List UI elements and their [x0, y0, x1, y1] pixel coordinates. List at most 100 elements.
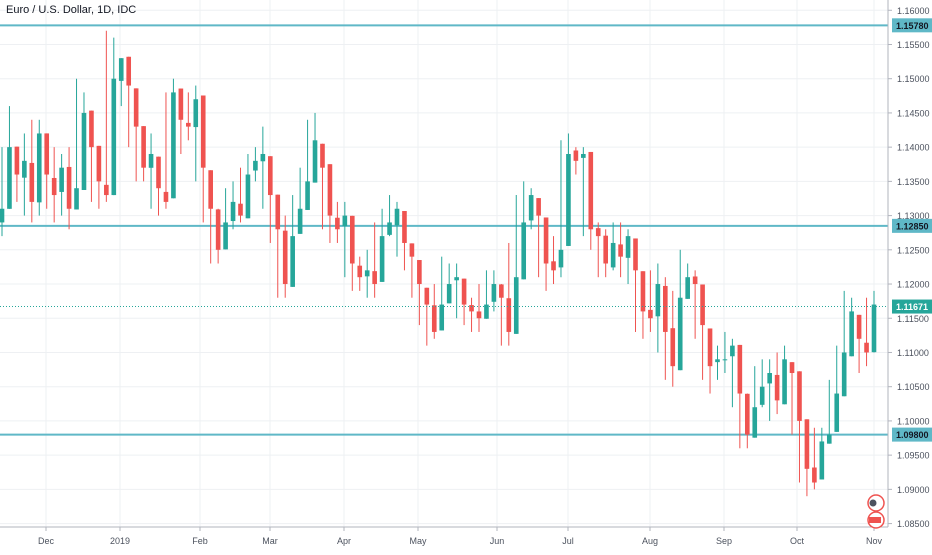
price-axis[interactable]: 1.16000 1.15500 1.15000 1.14500 1.14000 1.135… — [887, 0, 932, 529]
candle-body — [588, 151, 594, 230]
x-tick-label: Dec — [38, 536, 55, 546]
candle-body — [648, 309, 653, 319]
grid — [0, 0, 888, 527]
candle-body — [312, 140, 318, 183]
candle-body — [513, 277, 519, 334]
candle-body — [566, 153, 571, 246]
x-tick-label: Oct — [790, 536, 805, 546]
candle-body — [357, 265, 363, 278]
candle-body — [305, 181, 310, 210]
candle-body — [737, 344, 743, 394]
x-tick-label: Apr — [337, 536, 351, 546]
candle-body — [44, 133, 50, 175]
event-dot-icon — [869, 499, 877, 507]
x-tick-label: May — [409, 536, 427, 546]
y-tick-label: 1.11500 — [897, 314, 929, 324]
candle-body — [707, 328, 713, 367]
candle-body — [215, 209, 221, 250]
candle-body — [89, 110, 94, 148]
level-label: 1.09800 — [896, 430, 929, 440]
x-tick-label: Jul — [562, 536, 574, 546]
y-tick-label: 1.13000 — [897, 211, 930, 221]
candle-body — [752, 407, 758, 438]
candle-body — [446, 284, 452, 304]
candle-body — [29, 162, 35, 202]
candle-body — [789, 362, 795, 374]
candle-body — [625, 236, 631, 258]
candle-body — [543, 217, 549, 264]
candle-body — [633, 238, 638, 271]
level-label: 1.15780 — [896, 21, 929, 31]
candle-body — [104, 184, 109, 196]
candle-body — [66, 166, 72, 209]
corner-controls[interactable] — [867, 494, 885, 529]
candle-body — [484, 304, 489, 319]
candle-body — [0, 208, 5, 223]
candle-body — [849, 311, 854, 357]
candle-body — [700, 284, 705, 326]
candle-body — [774, 374, 780, 401]
candle-body — [342, 215, 348, 227]
candle-body — [476, 311, 482, 319]
candle-body — [536, 198, 541, 216]
candle-body — [461, 278, 467, 305]
candle-body — [133, 88, 139, 127]
candle-body — [267, 156, 273, 196]
candle-body — [36, 133, 42, 203]
candle-body — [581, 153, 586, 158]
current-price-label-bg — [892, 299, 932, 314]
candle-body — [7, 147, 12, 209]
candle-body — [491, 284, 497, 302]
candle-body — [782, 359, 787, 405]
candle-body — [297, 208, 303, 234]
candle-body — [744, 393, 750, 435]
candle-body — [655, 284, 661, 317]
candle-body — [96, 145, 102, 182]
candle-body — [193, 99, 199, 128]
candle-body — [275, 194, 281, 230]
candle-body — [819, 441, 825, 480]
candle-body — [573, 150, 579, 161]
candle-body — [186, 122, 191, 127]
candle-body — [171, 92, 176, 199]
level-label-bg — [892, 427, 932, 442]
candle-body — [767, 373, 772, 384]
time-axis[interactable]: Dec 2019 Feb Mar Apr May Jun Jul Aug Sep Oct Nov — [0, 526, 888, 546]
candle-body — [372, 271, 377, 285]
candle-body — [320, 143, 325, 168]
candle-body — [826, 434, 832, 444]
x-tick-label: Sep — [716, 536, 732, 546]
candle-body — [558, 249, 564, 268]
candle-body — [349, 215, 355, 264]
candle-body — [200, 95, 206, 168]
candle-body — [454, 277, 459, 281]
candle-body — [856, 314, 862, 339]
y-tick-label: 1.09500 — [897, 451, 930, 461]
y-tick-label: 1.13500 — [897, 177, 930, 187]
candle-body — [245, 174, 251, 219]
candle-body — [126, 56, 132, 86]
candle-body — [290, 236, 295, 287]
candle-body — [364, 270, 370, 277]
candle-body — [834, 393, 840, 432]
y-tick-label: 1.14500 — [897, 108, 930, 118]
candle-body — [59, 167, 64, 192]
candle-body — [230, 201, 236, 222]
candle-body — [253, 160, 258, 171]
candle-body — [14, 146, 20, 175]
candle-body — [111, 78, 117, 196]
candle-body — [670, 328, 676, 367]
candle-body — [640, 271, 646, 312]
level-label-bg — [892, 18, 932, 33]
x-tick-label: 2019 — [110, 536, 130, 546]
level-label: 1.12850 — [896, 221, 929, 231]
candle-body — [603, 235, 609, 264]
marker-flag-icon — [869, 517, 881, 523]
candle-body — [595, 228, 601, 237]
candle-body — [223, 222, 228, 250]
candle-body — [864, 342, 869, 353]
candle-body — [841, 352, 847, 397]
candle-body — [499, 284, 504, 298]
